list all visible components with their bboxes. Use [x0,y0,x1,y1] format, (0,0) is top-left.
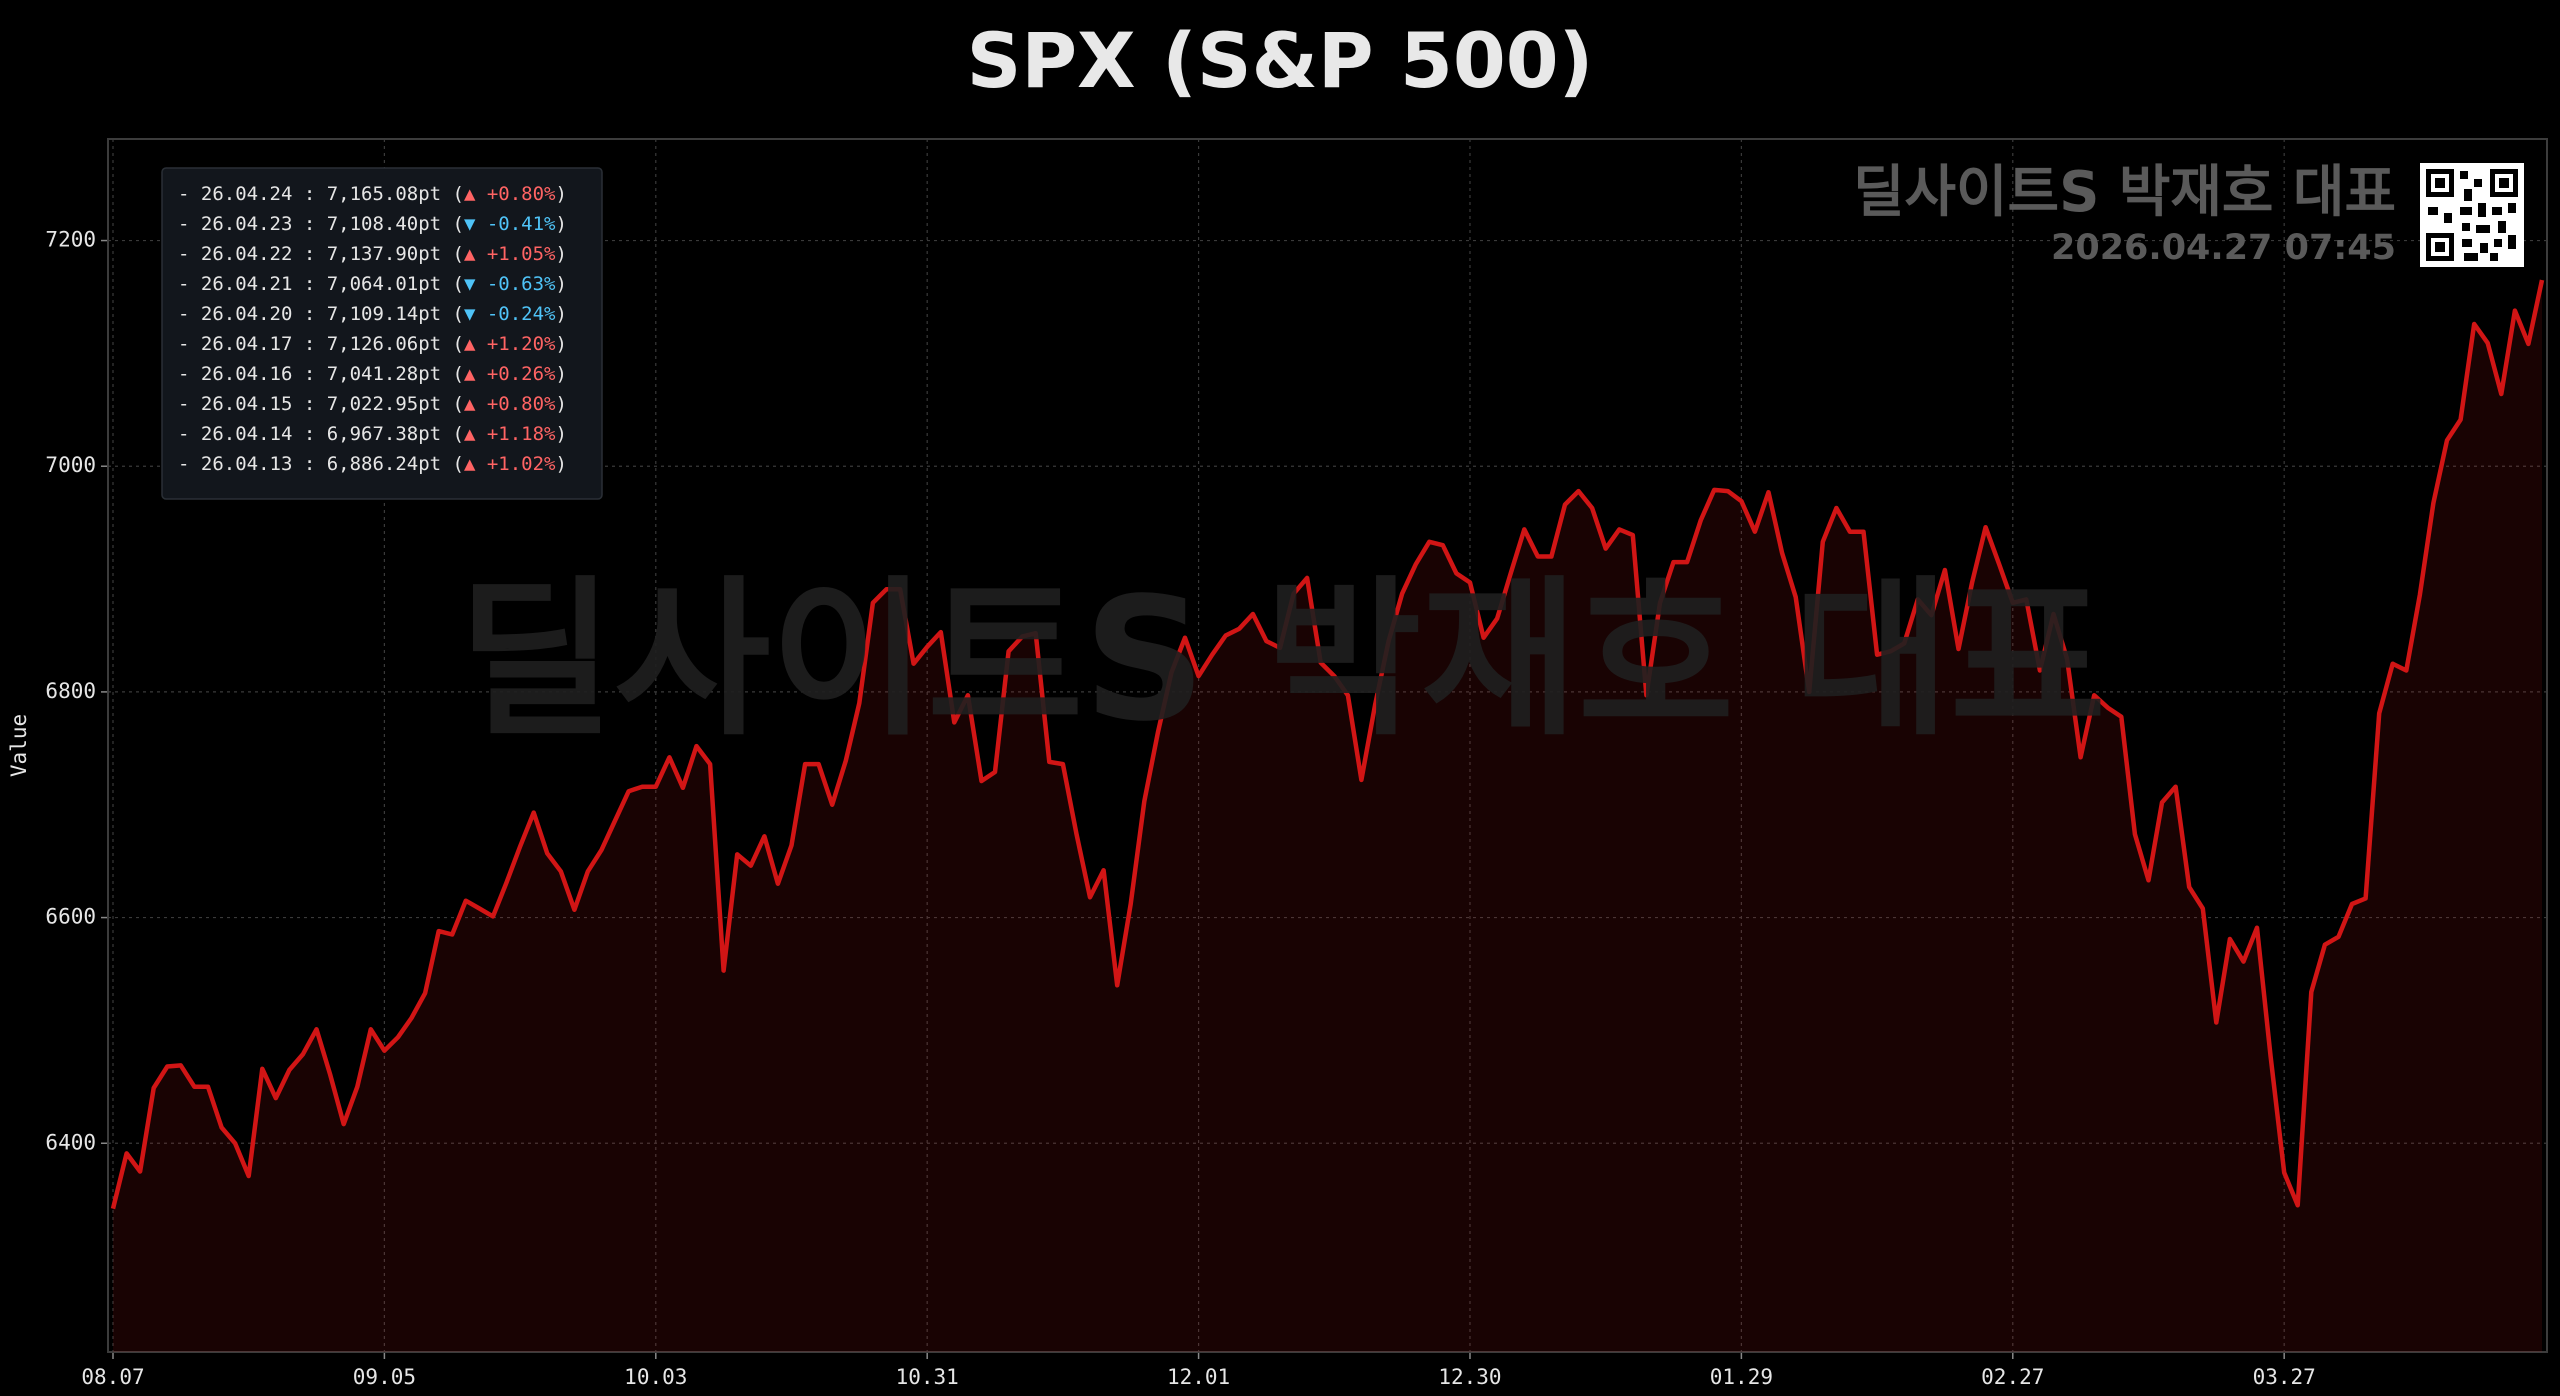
legend-change: ▲ +0.80% [464,183,556,205]
legend-entry: - 26.04.16 : 7,041.28pt (▲ +0.26%) [178,363,567,385]
y-tick-label: 6600 [45,905,96,929]
legend: - 26.04.24 : 7,165.08pt (▲ +0.80%)- 26.0… [161,167,603,500]
line [110,279,2545,1210]
y-tick-label: 6400 [45,1130,96,1154]
legend-change: ▲ +1.18% [464,423,556,445]
qr-code [2420,163,2524,267]
plot-area: 6400 6600 6800 7000 7200 08.07 09.05 10.03 10.31… [7,138,2548,1389]
legend-entry: - 26.04.17 : 7,126.06pt (▲ +1.20%) [178,333,567,355]
y-tick-label: 7000 [45,453,96,477]
legend-text: ) [556,393,567,415]
legend-text: ) [556,213,567,235]
legend-text: ) [556,183,567,205]
legend-entry: - 26.04.22 : 7,137.90pt (▲ +1.05%) [178,243,567,265]
x-tick-label: 09.05 [353,1365,416,1389]
legend-box [161,167,603,500]
legend-entry: - 26.04.21 : 7,064.01pt (▼ -0.63%) [178,273,567,295]
x-tick-label: 08.07 [81,1365,144,1389]
brand-label: 딜사이트S 박재호 대표 [1853,160,2396,225]
legend-text: ) [556,423,567,445]
legend-text: - 26.04.16 : 7,041.28pt ( [178,363,464,385]
legend-text: ) [556,453,567,475]
timestamp: 2026.04.27 07:45 [2051,228,2396,268]
legend-entry: - 26.04.23 : 7,108.40pt (▼ -0.41%) [178,213,567,235]
chart-title: SPX (S&P 500) [967,16,1594,105]
y-axis-label: Value [7,714,31,777]
legend-text: ) [556,303,567,325]
legend-text: - 26.04.22 : 7,137.90pt ( [178,243,464,265]
x-tick-label: 12.01 [1167,1365,1230,1389]
plot-frame [107,138,2548,1353]
x-tick-label: 03.27 [2253,1365,2316,1389]
legend-change: ▲ +1.02% [464,453,556,475]
legend-text: - 26.04.17 : 7,126.06pt ( [178,333,464,355]
x-tick-label: 10.03 [624,1365,687,1389]
legend-entry: - 26.04.14 : 6,967.38pt (▲ +1.18%) [178,423,567,445]
x-tick-label: 12.30 [1438,1365,1501,1389]
legend-text: - 26.04.23 : 7,108.40pt ( [178,213,464,235]
legend-change: ▼ -0.41% [464,213,556,235]
legend-text: - 26.04.14 : 6,967.38pt ( [178,423,464,445]
legend-text: - 26.04.20 : 7,109.14pt ( [178,303,464,325]
legend-entry: - 26.04.24 : 7,165.08pt (▲ +0.80%) [178,183,567,205]
legend-text: ) [556,333,567,355]
legend-entry: - 26.04.15 : 7,022.95pt (▲ +0.80%) [178,393,567,415]
watermark: 딜사이트S 박재호 대표 [458,561,2106,759]
y-tick-label: 6800 [45,679,96,703]
legend-change: ▼ -0.24% [464,303,556,325]
area-fill [113,280,2542,1352]
legend-change: ▲ +0.80% [464,393,556,415]
legend-text: - 26.04.13 : 6,886.24pt ( [178,453,464,475]
x-tick-label: 01.29 [1710,1365,1773,1389]
legend-text: - 26.04.15 : 7,022.95pt ( [178,393,464,415]
legend-text: - 26.04.24 : 7,165.08pt ( [178,183,464,205]
legend-text: ) [556,243,567,265]
legend-text: ) [556,363,567,385]
legend-change: ▲ +1.05% [464,243,556,265]
y-tick-label: 7200 [45,228,96,252]
legend-entry: - 26.04.20 : 7,109.14pt (▼ -0.24%) [178,303,567,325]
legend-change: ▼ -0.63% [464,273,556,295]
legend-change: ▲ +0.26% [464,363,556,385]
legend-entry: - 26.04.13 : 6,886.24pt (▲ +1.02%) [178,453,567,475]
x-tick-label: 10.31 [896,1365,959,1389]
legend-text: ) [556,273,567,295]
legend-change: ▲ +1.20% [464,333,556,355]
x-tick-label: 02.27 [1981,1365,2044,1389]
legend-text: - 26.04.21 : 7,064.01pt ( [178,273,464,295]
